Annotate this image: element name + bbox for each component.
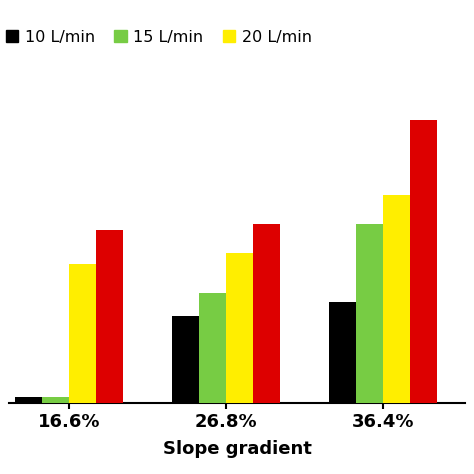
- Bar: [42, 397, 69, 403]
- X-axis label: Slope gradient: Slope gradient: [163, 440, 311, 458]
- Bar: [226, 253, 253, 403]
- Bar: [356, 224, 383, 403]
- Bar: [172, 316, 199, 403]
- Bar: [329, 302, 356, 403]
- Legend: 10 L/min, 15 L/min, 20 L/min: 10 L/min, 15 L/min, 20 L/min: [0, 23, 318, 51]
- Bar: [69, 264, 96, 403]
- Bar: [199, 293, 226, 403]
- Bar: [383, 195, 410, 403]
- Bar: [96, 230, 123, 403]
- Bar: [410, 120, 438, 403]
- Bar: [253, 224, 281, 403]
- Bar: [15, 397, 42, 403]
